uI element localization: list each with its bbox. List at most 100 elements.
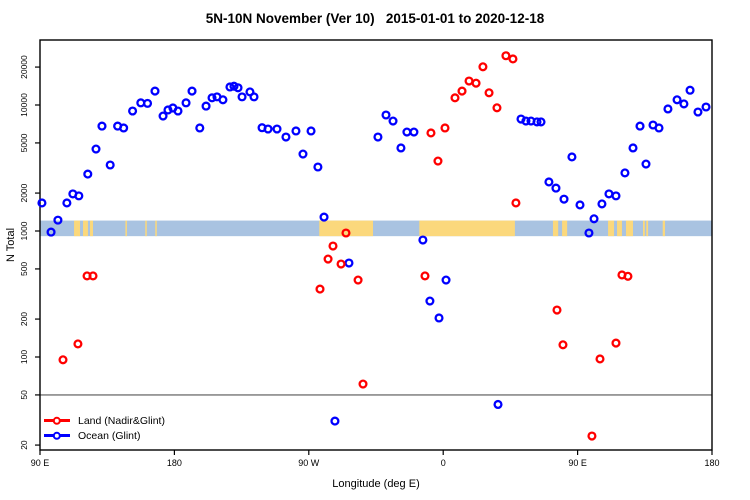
x-tick-label: 0 xyxy=(441,458,446,468)
data-point-ocean xyxy=(536,117,546,127)
data-point-ocean xyxy=(281,132,291,142)
land-series-marker-icon xyxy=(44,416,70,425)
geo-band-land-segment xyxy=(319,220,374,237)
data-point-ocean xyxy=(91,144,101,154)
legend-item-ocean: Ocean (Glint) xyxy=(44,428,165,443)
data-point-ocean xyxy=(567,152,577,162)
data-point-land xyxy=(471,78,481,88)
data-point-ocean xyxy=(679,99,689,109)
data-point-ocean xyxy=(635,121,645,131)
data-point-ocean xyxy=(418,235,428,245)
data-point-land xyxy=(88,271,98,281)
data-point-ocean xyxy=(74,191,84,201)
data-point-land xyxy=(353,275,363,285)
y-tick-label: 10000 xyxy=(19,93,29,117)
geo-band-land-segment xyxy=(608,220,615,237)
data-point-ocean xyxy=(663,104,673,114)
data-point-ocean xyxy=(218,95,228,105)
data-point-ocean xyxy=(381,110,391,120)
data-point-ocean xyxy=(319,212,329,222)
data-point-ocean xyxy=(425,296,435,306)
geo-band-land-segment xyxy=(83,220,88,237)
data-point-land xyxy=(552,305,562,315)
data-point-land xyxy=(587,431,597,441)
data-point-land xyxy=(433,156,443,166)
data-point-land xyxy=(426,128,436,138)
data-point-ocean xyxy=(441,275,451,285)
geo-band-land-segment xyxy=(125,220,127,237)
data-point-ocean xyxy=(654,123,664,133)
y-tick-label: 100 xyxy=(19,350,29,364)
data-point-ocean xyxy=(396,143,406,153)
data-point-ocean xyxy=(330,416,340,426)
data-point-ocean xyxy=(373,132,383,142)
x-tick-label: 90 W xyxy=(298,458,320,468)
data-point-ocean xyxy=(181,98,191,108)
legend: Land (Nadir&Glint) Ocean (Glint) xyxy=(44,413,165,443)
data-point-land xyxy=(341,228,351,238)
data-point-ocean xyxy=(604,189,614,199)
geo-band-land-segment xyxy=(662,220,665,237)
data-point-land xyxy=(501,51,511,61)
data-point-ocean xyxy=(434,313,444,323)
y-tick-label: 500 xyxy=(19,262,29,276)
data-point-land xyxy=(464,76,474,86)
data-point-ocean xyxy=(150,86,160,96)
data-point-ocean xyxy=(119,123,129,133)
geo-band-land-segment xyxy=(562,220,568,237)
data-point-ocean xyxy=(207,93,217,103)
data-point-land xyxy=(315,284,325,294)
y-tick-label: 20 xyxy=(19,440,29,450)
geo-band-land-segment xyxy=(155,220,157,237)
data-point-ocean xyxy=(544,177,554,187)
data-point-ocean xyxy=(53,215,63,225)
geo-band-land-segment xyxy=(646,220,649,237)
y-tick-label: 5000 xyxy=(19,133,29,152)
data-point-ocean xyxy=(128,106,138,116)
data-point-ocean xyxy=(83,169,93,179)
data-point-ocean xyxy=(225,82,235,92)
data-point-ocean xyxy=(597,199,607,209)
x-axis-label: Longitude (deg E) xyxy=(332,478,420,490)
x-tick-label: 90 E xyxy=(568,458,587,468)
geo-band-land-segment xyxy=(552,220,559,237)
legend-label-land: Land (Nadir&Glint) xyxy=(78,414,165,427)
y-tick-label: 1000 xyxy=(19,221,29,240)
data-point-ocean xyxy=(551,183,561,193)
data-point-land xyxy=(440,123,450,133)
data-point-ocean xyxy=(685,85,695,95)
data-point-ocean xyxy=(158,111,168,121)
data-point-ocean xyxy=(272,124,282,134)
x-tick-label: 180 xyxy=(167,458,182,468)
data-point-ocean xyxy=(291,126,301,136)
geo-band-land-segment xyxy=(74,220,81,237)
data-point-land xyxy=(323,254,333,264)
data-point-ocean xyxy=(532,117,542,127)
geo-band-land-segment xyxy=(643,220,645,237)
data-point-land xyxy=(336,259,346,269)
x-tick-label: 180 xyxy=(704,458,719,468)
data-point-ocean xyxy=(46,227,56,237)
data-point-land xyxy=(511,198,521,208)
data-point-ocean xyxy=(173,106,183,116)
ocean-series-marker-icon xyxy=(44,431,70,440)
data-point-ocean xyxy=(306,126,316,136)
data-point-ocean xyxy=(62,198,72,208)
data-point-ocean xyxy=(409,127,419,137)
y-tick-label: 2000 xyxy=(19,183,29,202)
data-point-ocean xyxy=(263,124,273,134)
data-point-ocean xyxy=(298,149,308,159)
data-point-ocean xyxy=(693,107,703,117)
geo-band-land-segment xyxy=(617,220,622,237)
data-point-land xyxy=(595,354,605,364)
data-point-land xyxy=(73,339,83,349)
data-point-ocean xyxy=(233,83,243,93)
data-point-ocean xyxy=(344,258,354,268)
data-point-land xyxy=(492,103,502,113)
data-point-ocean xyxy=(628,143,638,153)
data-point-ocean xyxy=(187,86,197,96)
data-point-land xyxy=(623,271,633,281)
y-tick-label: 50 xyxy=(19,390,29,400)
data-point-land xyxy=(611,338,621,348)
